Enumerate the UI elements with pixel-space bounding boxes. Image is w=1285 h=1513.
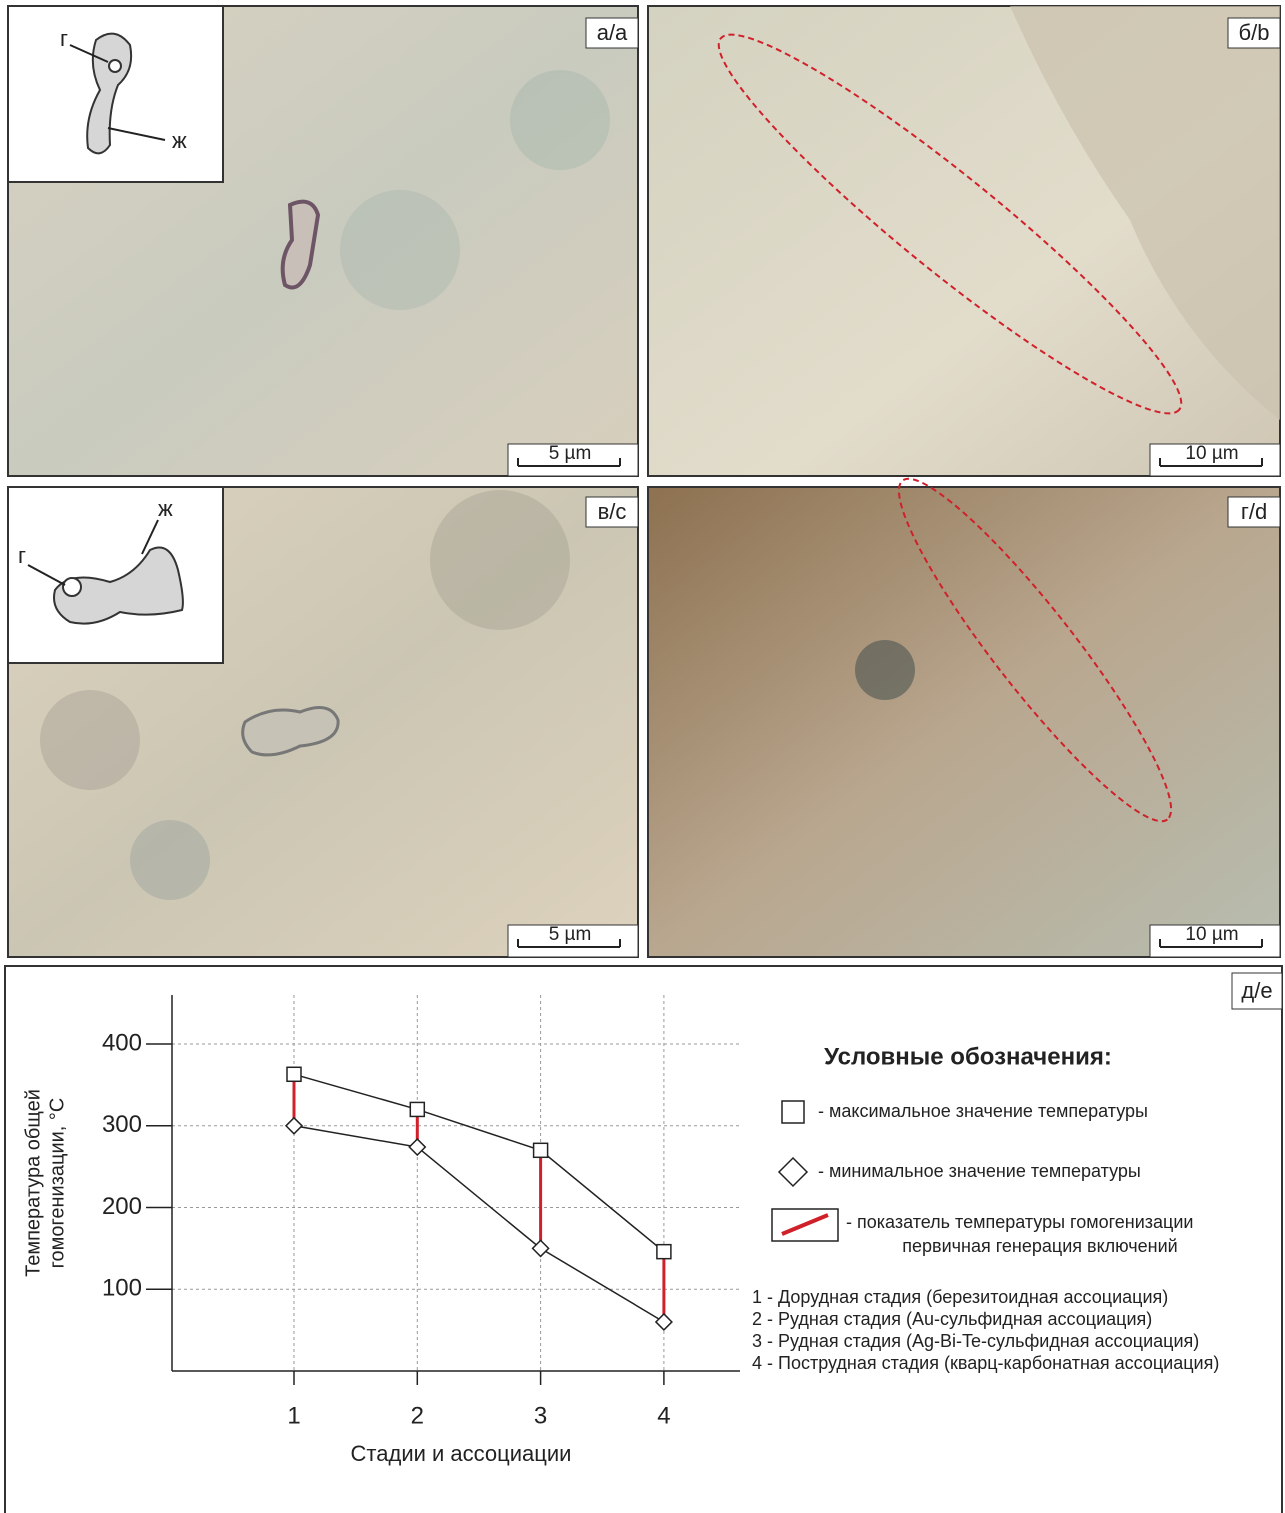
x-tick-label: 2 (411, 1402, 424, 1429)
marker (410, 1102, 424, 1116)
marker (657, 1245, 671, 1259)
scale-bar-label: 10 µm (1185, 924, 1238, 945)
stage-note: 1 - Дорудная стадия (березитоидная ассоц… (752, 1287, 1168, 1307)
stage-note: 3 - Рудная стадия (Ag-Bi-Te-сульфидная а… (752, 1331, 1199, 1351)
legend-label: - показатель температуры гомогенизации (846, 1212, 1193, 1232)
y-axis-label: Температура общей (22, 1089, 44, 1277)
legend-label: первичная генерация включений (902, 1236, 1177, 1256)
y-tick-label: 200 (102, 1193, 142, 1220)
panel-label: в/c (598, 499, 627, 524)
inset-label: г (18, 543, 26, 568)
scale-bar-label: 5 µm (549, 924, 592, 945)
chart-panel: д/е Условные обозначения: - максимальное… (5, 966, 1282, 1513)
legend-title: Условные обозначения: (824, 1043, 1112, 1070)
scale-bar-label: 5 µm (549, 443, 592, 464)
marker (534, 1143, 548, 1157)
panel-label: г/d (1241, 499, 1267, 524)
photo-panel: г ж в/c 5 µm (8, 487, 638, 957)
figure: г ж а/a 5 µm б/b 10 µm г ж в/c 5 µm г/d … (0, 0, 1285, 1513)
photo-panel: б/b 10 µm (648, 1, 1280, 476)
panel-label: а/a (597, 20, 628, 45)
x-axis-label: Стадии и ассоциации (351, 1441, 572, 1466)
y-tick-label: 100 (102, 1275, 142, 1302)
y-tick-label: 400 (102, 1029, 142, 1056)
x-tick-label: 3 (534, 1402, 547, 1429)
legend-label: - максимальное значение температуры (818, 1101, 1148, 1121)
marker (287, 1067, 301, 1081)
panel-label: б/b (1239, 20, 1270, 45)
inset-label: ж (172, 128, 187, 153)
photo-panel: г/d 10 µm (648, 456, 1280, 957)
panel-label: д/е (1241, 978, 1272, 1003)
scale-bar-label: 10 µm (1185, 443, 1238, 464)
stage-note: 4 - Пострудная стадия (кварц-карбонатная… (752, 1353, 1219, 1373)
x-tick-label: 1 (287, 1402, 300, 1429)
y-axis-label: гомогенизации, °C (46, 1098, 68, 1269)
inset-label: г (60, 26, 68, 51)
legend-label: - минимальное значение температуры (818, 1161, 1141, 1181)
stage-note: 2 - Рудная стадия (Au-сульфидная ассоциа… (752, 1309, 1152, 1329)
photo-panel: г ж а/a 5 µm (8, 6, 638, 476)
x-tick-label: 4 (657, 1402, 670, 1429)
inset-label: ж (158, 496, 173, 521)
y-tick-label: 300 (102, 1111, 142, 1138)
